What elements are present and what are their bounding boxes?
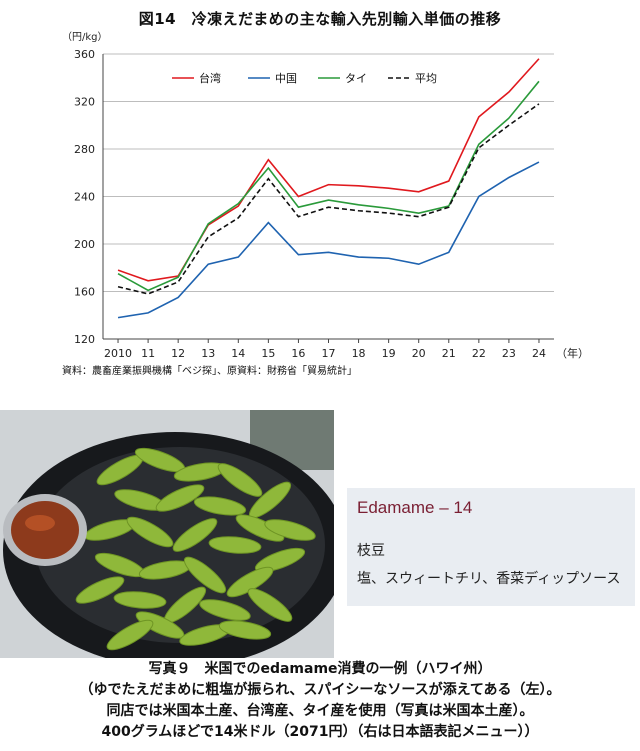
edamame-pod — [106, 619, 154, 651]
y-tick-label: 200 — [74, 238, 95, 251]
legend-label: 中国 — [275, 72, 297, 85]
y-tick-label: 320 — [74, 96, 95, 109]
edamame-photo — [0, 410, 334, 658]
series-line-平均 — [117, 103, 540, 295]
y-axis-label: （円/kg） — [62, 31, 108, 43]
edamame-pod — [113, 591, 167, 609]
edamame-pod — [254, 547, 306, 573]
x-tick-label: 13 — [201, 347, 215, 360]
x-tick-label: 15 — [261, 347, 275, 360]
x-tick-label: 21 — [442, 347, 456, 360]
edamame-pod — [247, 588, 293, 622]
line-chart: 120 160 200 240 280 320 360 （円/kg） 2010 11 12 13 14 1… — [62, 31, 589, 360]
x-tick-label: 2010 — [104, 347, 132, 360]
series-line-台湾 — [117, 58, 540, 282]
x-tick-label: 23 — [502, 347, 516, 360]
menu-card: Edamame – 14 枝豆 塩、スウィートチリ、香菜ディップソース — [347, 488, 635, 606]
edamame-pod — [155, 484, 205, 512]
menu-item-name: 枝豆 — [357, 543, 385, 559]
x-tick-label: 20 — [412, 347, 426, 360]
x-tick-label: 16 — [291, 347, 305, 360]
menu-title: Edamame – 14 — [357, 498, 473, 517]
caption-line: 同店では米国本土産、台湾産、タイ産を使用（写真は米国本土産）。 — [106, 703, 534, 719]
y-tick-label: 360 — [74, 48, 95, 61]
edamame-pod — [199, 599, 251, 621]
caption-line: （ゆでたえだまめに粗塩が振られ、スパイシーなソースが添えてある（左）。 — [79, 682, 561, 698]
menu-item-description: 塩、スウィートチリ、香菜ディップソース — [357, 571, 621, 587]
x-tick-label: 11 — [141, 347, 155, 360]
photo-caption: 写真９ 米国でのedamame消費の一例（ハワイ州） （ゆでたえだまめに粗塩が振… — [0, 659, 640, 743]
caption-line: 400グラムほどで14米ドル（2071円）（右は日本語表記メニュー）） — [101, 724, 539, 740]
x-axis-label: （年） — [556, 346, 589, 360]
edamame-pod — [126, 516, 174, 548]
edamame-pod — [235, 514, 285, 542]
legend-label: 台湾 — [199, 71, 221, 85]
x-tick-label: 19 — [382, 347, 396, 360]
x-tick-label: 12 — [171, 347, 185, 360]
x-tick-label: 22 — [472, 347, 486, 360]
series-line-中国 — [117, 161, 540, 319]
x-tick-label: 14 — [231, 347, 245, 360]
edamame-pod — [208, 536, 262, 554]
x-tick-label: 17 — [322, 347, 336, 360]
edamame-pod — [75, 576, 125, 604]
series-line-タイ — [117, 80, 540, 292]
edamame-pod — [264, 519, 316, 541]
y-tick-label: 120 — [74, 333, 95, 346]
legend-label: 平均 — [415, 72, 437, 85]
edamame-pod — [183, 556, 227, 594]
y-tick-label: 160 — [74, 286, 95, 299]
edamame-pod — [172, 518, 218, 552]
y-tick-label: 280 — [74, 143, 95, 156]
x-tick-label: 18 — [352, 347, 366, 360]
caption-line: 写真９ 米国でのedamame消費の一例（ハワイ州） — [148, 661, 492, 677]
edamame-pod — [217, 463, 263, 497]
edamame-pod — [193, 496, 247, 516]
x-tick-label: 24 — [532, 347, 546, 360]
edamame-pod — [218, 620, 272, 640]
chart-title: 図14 冷凍えだまめの主な輸入先別輸入単価の推移 — [138, 10, 502, 28]
edamame-pods — [75, 447, 316, 651]
legend-label: タイ — [345, 72, 367, 85]
y-tick-label: 240 — [74, 191, 95, 204]
source-note: 資料：農畜産業振興機構「ベジ探」、原資料：財務省「貿易統計」 — [62, 366, 357, 377]
